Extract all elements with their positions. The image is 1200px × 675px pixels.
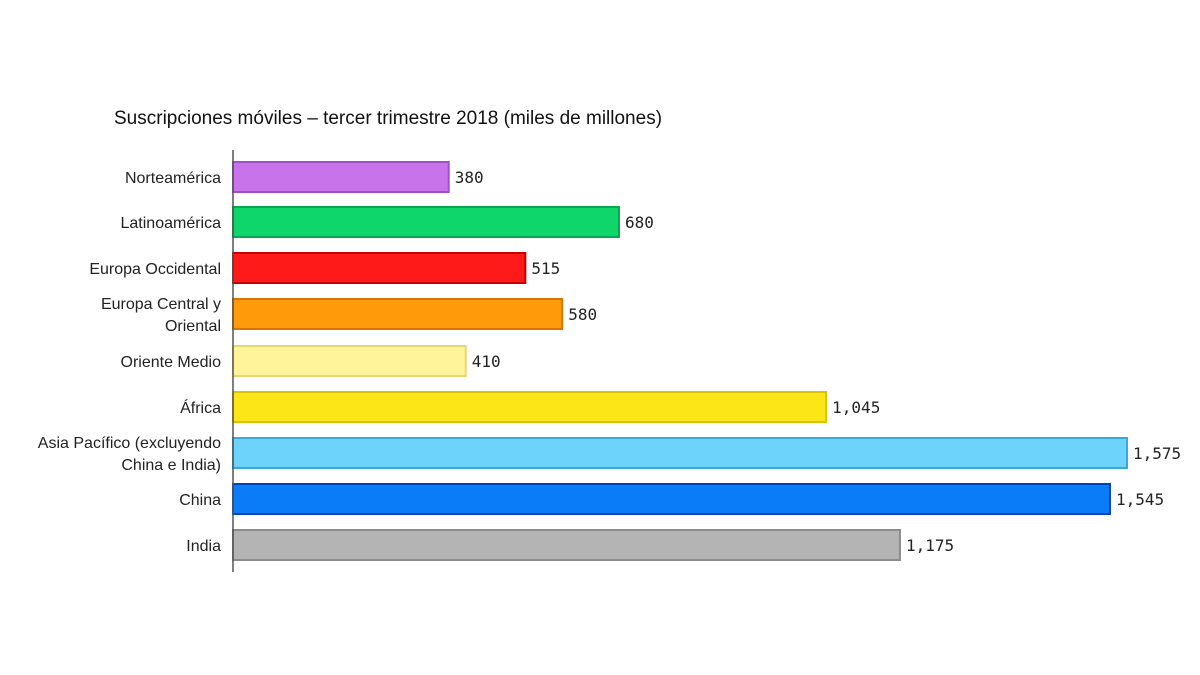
category-label: China [179, 492, 221, 509]
bar [232, 252, 527, 284]
value-label: 515 [531, 259, 560, 278]
category-label: Asia Pacífico (excluyendo China e India) [38, 435, 221, 474]
value-label: 1,545 [1116, 490, 1164, 509]
value-label: 1,045 [832, 398, 880, 417]
category-label: Latinoamérica [121, 215, 222, 232]
category-label: India [186, 538, 221, 555]
value-label: 410 [472, 352, 501, 371]
bar [232, 529, 901, 561]
category-label: Europa Central y Oriental [101, 296, 221, 335]
bar [232, 161, 450, 193]
category-label: Norteamérica [125, 170, 221, 187]
bar [232, 298, 564, 330]
category-label: Oriente Medio [121, 354, 222, 371]
bar [232, 206, 620, 238]
category-label: África [180, 398, 221, 417]
value-label: 580 [568, 305, 597, 324]
value-label: 380 [455, 168, 484, 187]
value-label: 1,575 [1133, 444, 1181, 463]
bar [232, 391, 828, 423]
value-label: 1,175 [906, 536, 954, 555]
value-label: 680 [625, 213, 654, 232]
bar [232, 483, 1111, 515]
bar [232, 345, 467, 377]
category-label: Europa Occidental [89, 261, 221, 278]
bar [232, 437, 1128, 469]
chart-title: Suscripciones móviles – tercer trimestre… [114, 108, 663, 129]
